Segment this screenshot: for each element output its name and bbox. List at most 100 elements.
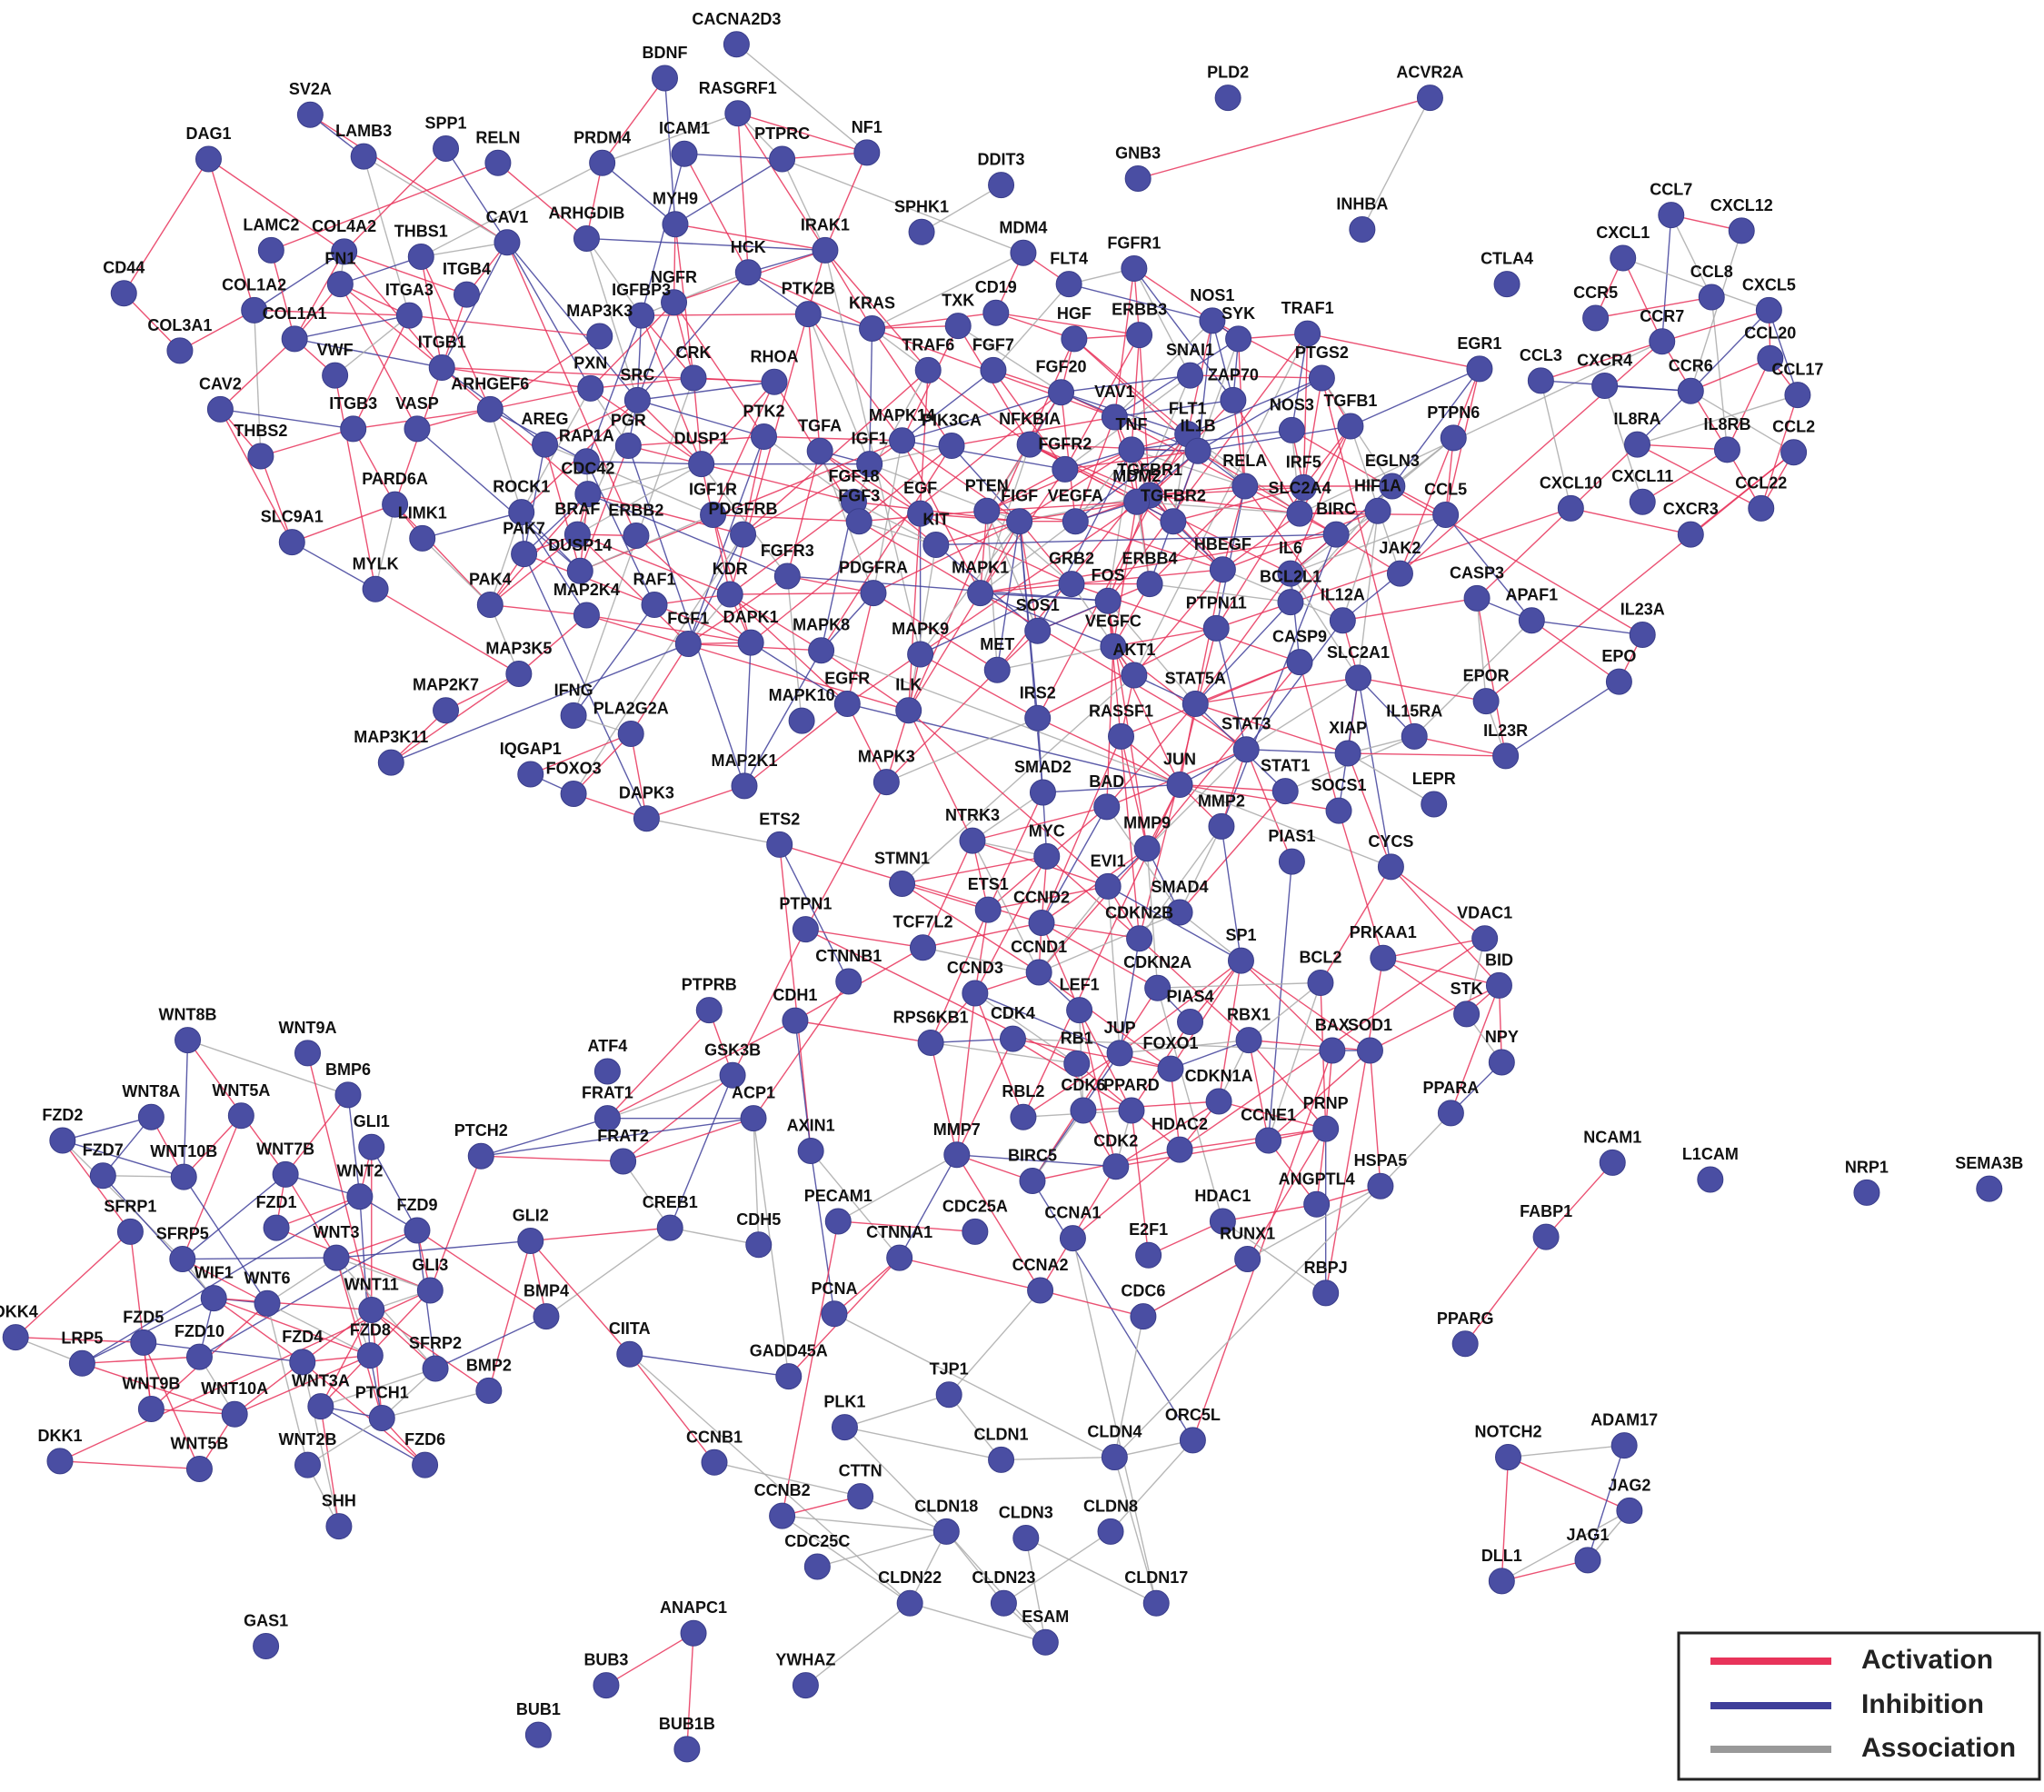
edge [693, 377, 775, 383]
legend-label: Inhibition [1861, 1689, 1984, 1719]
node-label: CCNA1 [1044, 1204, 1101, 1222]
node-label: BUB3 [583, 1651, 628, 1669]
node-label: CTTN [839, 1462, 882, 1480]
node-label: FGF18 [828, 467, 879, 485]
edge [636, 315, 643, 401]
edge [1192, 1050, 1333, 1441]
node [1124, 165, 1152, 193]
edge [1290, 572, 1360, 679]
node [560, 702, 587, 729]
node-label: COL1A1 [263, 304, 327, 323]
node-label: FGFR1 [1107, 234, 1161, 252]
edge [1074, 416, 1115, 522]
node-label: ORC5L [1165, 1406, 1221, 1424]
edge [1245, 677, 1359, 751]
node [1202, 614, 1230, 642]
node [1518, 607, 1545, 634]
node-label: RAP1A [559, 427, 614, 445]
edge [585, 461, 655, 605]
edge [1133, 569, 1223, 676]
edge [974, 992, 1024, 1118]
node-label: RELN [475, 128, 520, 146]
node-label: FIGF [1001, 487, 1038, 505]
edge [586, 237, 825, 252]
node [680, 364, 707, 392]
edge [641, 313, 809, 316]
node-label: GRB2 [1049, 550, 1094, 568]
node-label: WNT5B [170, 1434, 228, 1452]
node [700, 502, 727, 529]
node [1492, 742, 1520, 770]
edge [587, 493, 788, 577]
edge [957, 325, 1031, 445]
edge [1172, 486, 1304, 523]
edge [394, 503, 491, 606]
edge [1445, 514, 1532, 622]
node-label: RPS6KB1 [893, 1008, 969, 1026]
node [1066, 997, 1093, 1024]
node-label: PPARD [1103, 1076, 1160, 1094]
node-label: CCNE1 [1241, 1106, 1296, 1124]
edge [1414, 735, 1506, 757]
edge [374, 588, 520, 675]
node-label: DLL1 [1481, 1547, 1522, 1565]
edge [1003, 1530, 1112, 1604]
edge [869, 444, 952, 465]
node-label: TRAF6 [902, 335, 954, 353]
node-label: SV2A [289, 80, 332, 98]
edge [1114, 399, 1233, 418]
edge [858, 521, 981, 594]
node [1133, 835, 1161, 862]
node-label: SOCS1 [1311, 776, 1367, 794]
nodes: CACNA2D3 BDNF RASGRF1 PRDM4 ICAM1 PTPRC NF1 DDI… [0, 10, 2023, 1763]
node [1097, 1518, 1124, 1545]
node-label: BAD [1089, 772, 1124, 791]
edge [1180, 783, 1286, 792]
node-label: BID [1485, 951, 1513, 969]
edge [902, 674, 1135, 884]
edge [1450, 985, 1501, 1114]
edge [1107, 886, 1121, 1053]
node-label: YWHAZ [775, 1651, 835, 1669]
node-label: CDKN2A [1123, 953, 1192, 971]
node-label: BMP2 [466, 1356, 512, 1374]
node [467, 1142, 494, 1170]
edge [920, 582, 1072, 655]
edge [1690, 230, 1742, 392]
node [289, 1349, 316, 1376]
node [358, 1296, 385, 1323]
node [517, 1227, 544, 1254]
node [1177, 1009, 1204, 1035]
node [1166, 899, 1193, 926]
edge [922, 947, 1040, 973]
edge [1476, 507, 1571, 599]
edge [344, 251, 443, 368]
node [980, 356, 1007, 383]
edge [339, 284, 443, 369]
node [1019, 1167, 1046, 1194]
edge [979, 511, 988, 593]
edge [837, 1154, 958, 1222]
node [1322, 521, 1350, 548]
edge [637, 399, 764, 438]
edge [573, 604, 655, 716]
edge [748, 272, 872, 330]
node [617, 721, 644, 748]
edge [1382, 957, 1467, 1015]
node [278, 529, 305, 556]
node [257, 236, 284, 264]
node [1062, 508, 1089, 535]
node [137, 1395, 165, 1422]
node-label: FZD7 [83, 1141, 124, 1160]
edge [935, 521, 1020, 546]
node-label: DAPK3 [619, 784, 674, 802]
edge [1107, 600, 1196, 704]
edge [1038, 848, 1148, 973]
node-label: THBS2 [234, 422, 287, 440]
node [1121, 254, 1148, 282]
node [1205, 1088, 1232, 1115]
node [680, 1619, 707, 1647]
edge [628, 435, 764, 447]
edge [1121, 661, 1301, 738]
edge [819, 450, 921, 514]
